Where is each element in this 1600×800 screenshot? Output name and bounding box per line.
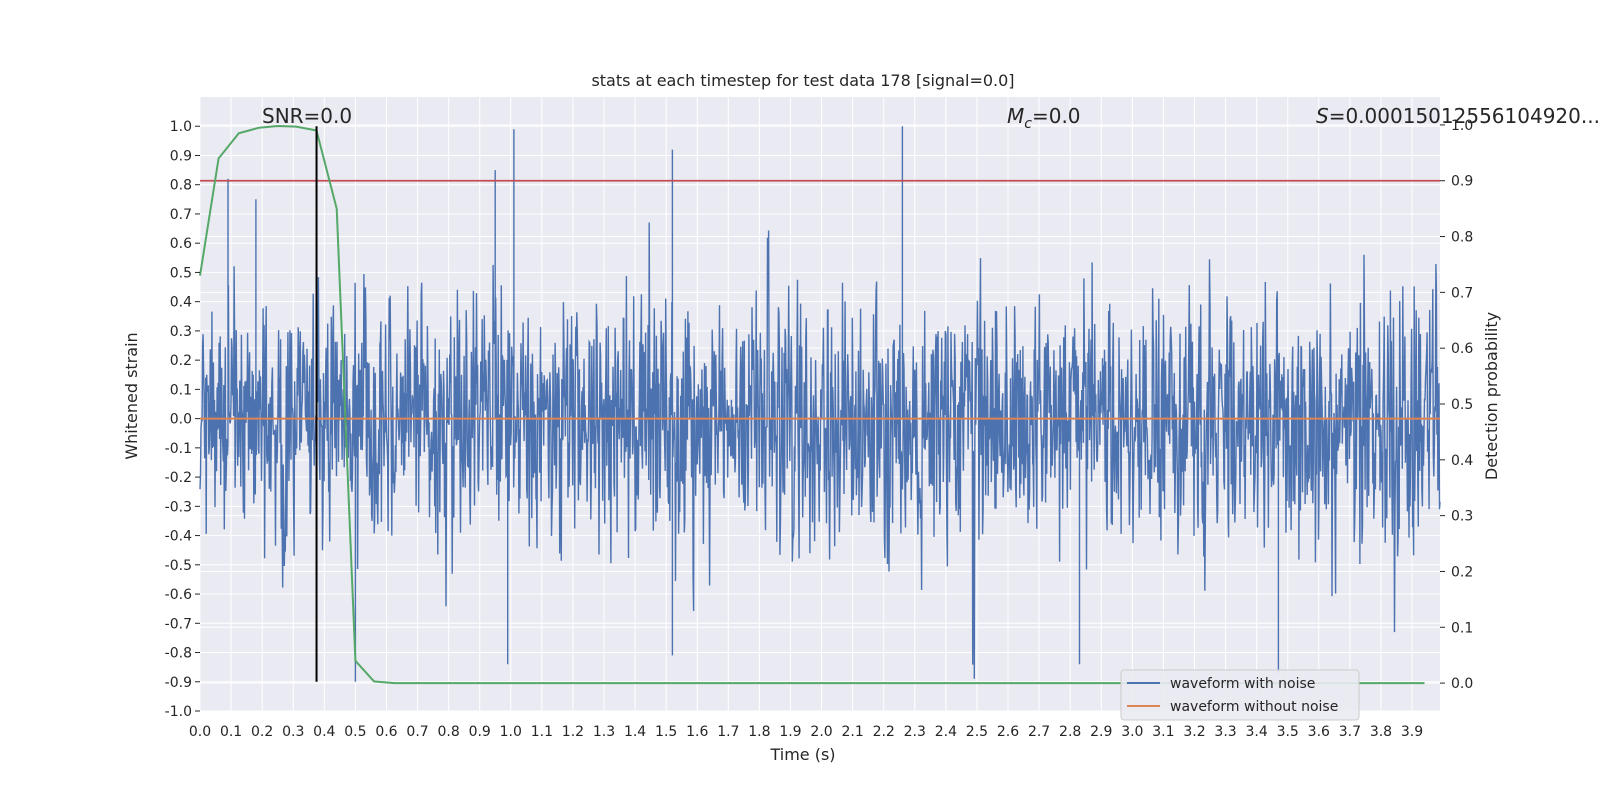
- x-tick-label: 0.4: [313, 724, 335, 740]
- y-tick-label: -0.1: [165, 441, 192, 457]
- y-tick-label: -0.3: [165, 499, 192, 515]
- y-tick-label: 0.1: [170, 382, 192, 398]
- y2-tick-label: 0.5: [1451, 397, 1473, 413]
- x-tick-label: 2.6: [997, 724, 1019, 740]
- y-tick-label: 0.5: [170, 265, 192, 281]
- y-tick-label: 1.0: [170, 119, 192, 135]
- mc-subscript: c: [1024, 116, 1032, 132]
- y-tick-label: -0.2: [165, 470, 192, 486]
- y2-tick-label: 0.6: [1451, 341, 1473, 357]
- x-tick-label: 0.7: [406, 724, 428, 740]
- y-tick-label: 0.3: [170, 324, 192, 340]
- x-tick-label: 3.0: [1121, 724, 1143, 740]
- y-tick-label: -0.8: [165, 646, 192, 662]
- noise-series: [199, 126, 1441, 682]
- x-tick-label: 1.5: [655, 724, 677, 740]
- y2-tick-label: 0.0: [1451, 676, 1473, 692]
- x-tick-label: 1.2: [562, 724, 584, 740]
- y-tick-label: -0.7: [165, 616, 192, 632]
- x-tick-label: 1.4: [624, 724, 646, 740]
- y-tick-label: 0.6: [170, 236, 192, 252]
- y-tick-label: 0.4: [170, 295, 192, 311]
- y-tick-label: 0.0: [170, 412, 192, 428]
- y-tick-label: 0.8: [170, 178, 192, 194]
- x-tick-label: 1.1: [531, 724, 553, 740]
- chart-title: stats at each timestep for test data 178…: [591, 71, 1014, 90]
- y2-tick-label: 0.1: [1451, 620, 1473, 636]
- y-tick-label: 0.2: [170, 353, 192, 369]
- x-tick-label: 3.1: [1152, 724, 1174, 740]
- x-tick-label: 3.8: [1370, 724, 1392, 740]
- x-tick-label: 3.6: [1308, 724, 1330, 740]
- mc-value: =0.0: [1032, 104, 1081, 128]
- mc-symbol: M: [1007, 104, 1024, 128]
- x-tick-label: 2.9: [1090, 724, 1112, 740]
- x-tick-label: 1.8: [748, 724, 770, 740]
- x-tick-label: 1.9: [779, 724, 801, 740]
- x-tick-label: 1.3: [593, 724, 615, 740]
- legend-label-clean: waveform without noise: [1170, 699, 1338, 715]
- y2-tick-label: 0.9: [1451, 174, 1473, 190]
- x-tick-label: 0.9: [469, 724, 491, 740]
- x-tick-label: 3.4: [1246, 724, 1268, 740]
- y2-tick-label: 0.4: [1451, 453, 1473, 469]
- legend-label-noise: waveform with noise: [1170, 676, 1315, 692]
- y2-tick-label: 1.0: [1451, 118, 1473, 134]
- y2-tick-label: 0.2: [1451, 564, 1473, 580]
- x-tick-label: 2.1: [841, 724, 863, 740]
- x-tick-label: 1.6: [686, 724, 708, 740]
- x-axis-label: Time (s): [769, 745, 835, 764]
- y-axis-label: Whitened strain: [122, 332, 141, 459]
- x-tick-label: 0.8: [437, 724, 459, 740]
- axis-ticks: 0.0 0.1 0.2 0.3 0.4 0.5 0.6 0.7 0.8 0.9 1.0 1.1 1.2 1…: [165, 118, 1474, 740]
- x-tick-label: 3.2: [1183, 724, 1205, 740]
- y2-axis-label: Detection probability: [1482, 312, 1501, 480]
- x-tick-label: 1.0: [500, 724, 522, 740]
- y-tick-label: -0.9: [165, 675, 192, 691]
- x-tick-label: 3.9: [1401, 724, 1423, 740]
- s-annotation: S=0.00015012556104920...: [1316, 104, 1600, 128]
- mc-annotation: Mc=0.0: [1007, 104, 1081, 132]
- y-tick-label: -0.6: [165, 587, 192, 603]
- y-tick-label: -0.4: [165, 529, 192, 545]
- y-tick-label: -0.5: [165, 558, 192, 574]
- x-tick-label: 3.3: [1214, 724, 1236, 740]
- x-tick-label: 0.6: [375, 724, 397, 740]
- x-tick-label: 2.0: [810, 724, 832, 740]
- s-symbol: S: [1316, 104, 1329, 128]
- x-tick-label: 2.2: [873, 724, 895, 740]
- x-tick-label: 2.7: [1028, 724, 1050, 740]
- line-series: [199, 124, 1440, 685]
- x-tick-label: 1.7: [717, 724, 739, 740]
- noise-waveform-line: [199, 126, 1441, 682]
- y-tick-label: 0.9: [170, 148, 192, 164]
- x-tick-label: 0.1: [220, 724, 242, 740]
- y2-tick-label: 0.8: [1451, 230, 1473, 246]
- legend: waveform with noise waveform without noi…: [1120, 669, 1360, 721]
- x-tick-label: 2.3: [904, 724, 926, 740]
- y2-tick-label: 0.3: [1451, 509, 1473, 525]
- snr-annotation: SNR=0.0: [262, 104, 352, 128]
- y-tick-label: -1.0: [165, 704, 192, 720]
- x-tick-label: 2.5: [966, 724, 988, 740]
- x-tick-label: 3.5: [1277, 724, 1299, 740]
- x-tick-label: 2.8: [1059, 724, 1081, 740]
- x-tick-label: 0.3: [282, 724, 304, 740]
- x-tick-label: 2.4: [935, 724, 957, 740]
- x-tick-label: 3.7: [1339, 724, 1361, 740]
- legend-box: [1120, 669, 1360, 721]
- x-tick-label: 0.5: [344, 724, 366, 740]
- x-tick-label: 0.2: [251, 724, 273, 740]
- y-tick-label: 0.7: [170, 207, 192, 223]
- y2-tick-label: 0.7: [1451, 285, 1473, 301]
- x-tick-label: 0.0: [189, 724, 211, 740]
- s-value: =0.00015012556104920...: [1329, 104, 1600, 128]
